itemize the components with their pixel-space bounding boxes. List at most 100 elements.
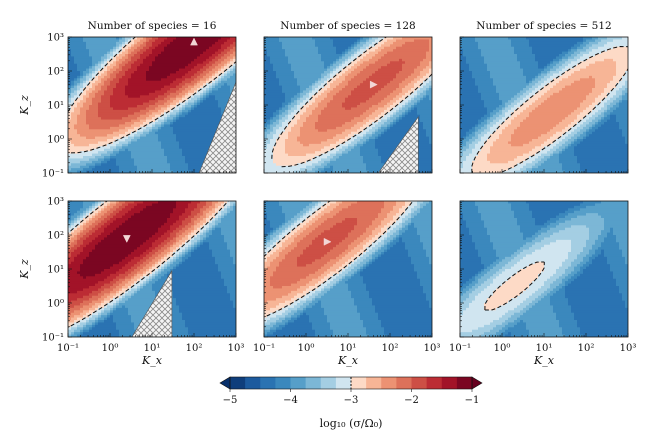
heatmap-cell [68, 85, 72, 89]
heatmap-cell [155, 97, 159, 101]
heatmap-cell [170, 117, 174, 121]
heatmap-cell [113, 58, 117, 62]
heatmap-cell [152, 68, 156, 72]
heatmap-cell [206, 78, 210, 82]
heatmap-cell [309, 165, 313, 169]
heatmap-cell [303, 153, 307, 157]
heatmap-cell [209, 141, 213, 145]
heatmap-cell [116, 97, 120, 101]
heatmap-cell [146, 41, 150, 45]
heatmap-cell [95, 112, 99, 116]
heatmap-cell [185, 160, 189, 164]
heatmap-cell [264, 68, 268, 72]
heatmap-cell [294, 49, 298, 53]
heatmap-cell [291, 170, 295, 173]
heatmap-cell [200, 66, 204, 70]
heatmap-cell [185, 151, 189, 155]
heatmap-cell [221, 39, 225, 43]
heatmap-cell [309, 112, 313, 116]
heatmap-cell [330, 122, 334, 126]
heatmap-cell [357, 90, 361, 94]
heatmap-cell [155, 37, 159, 41]
heatmap-cell [125, 124, 129, 128]
heatmap-cell [360, 141, 364, 145]
heatmap-cell [182, 58, 186, 62]
heatmap-cell [191, 148, 195, 152]
heatmap-cell [191, 143, 195, 147]
heatmap-cell [113, 97, 117, 101]
heatmap-cell [282, 112, 286, 116]
heatmap-cell [348, 63, 352, 67]
heatmap-cell [285, 97, 289, 101]
heatmap-cell [122, 54, 126, 58]
heatmap-cell [173, 168, 177, 172]
heatmap-cell [98, 92, 102, 96]
heatmap-cell [77, 58, 81, 62]
heatmap-cell [276, 105, 280, 109]
heatmap-cell [288, 66, 292, 70]
heatmap-cell [294, 126, 298, 130]
heatmap-cell [306, 71, 310, 75]
heatmap-cell [179, 158, 183, 162]
heatmap-cell [282, 95, 286, 99]
heatmap-cell [146, 46, 150, 50]
heatmap-cell [230, 80, 234, 84]
heatmap-cell [273, 39, 277, 43]
heatmap-cell [158, 71, 162, 75]
heatmap-cell [119, 73, 123, 77]
heatmap-cell [179, 146, 183, 150]
heatmap-cell [116, 107, 120, 111]
heatmap-cell [74, 75, 78, 79]
heatmap-cell [212, 51, 216, 55]
heatmap-cell [176, 139, 180, 143]
heatmap-cell [309, 170, 313, 173]
heatmap-cell [351, 151, 355, 155]
heatmap-cell [221, 109, 225, 113]
heatmap-cell [264, 85, 268, 89]
heatmap-cell [200, 75, 204, 79]
heatmap-cell [215, 63, 219, 67]
heatmap-cell [330, 80, 334, 84]
heatmap-cell [191, 71, 195, 75]
heatmap-cell [321, 156, 325, 160]
heatmap-cell [273, 117, 277, 121]
heatmap-cell [354, 163, 358, 167]
heatmap-cell [119, 80, 123, 84]
heatmap-cell [86, 54, 90, 58]
heatmap-cell [285, 151, 289, 155]
heatmap-cell [149, 170, 153, 173]
heatmap-cell [137, 105, 141, 109]
heatmap-cell [212, 112, 216, 116]
heatmap-cell [291, 97, 295, 101]
heatmap-cell [98, 136, 102, 140]
heatmap-cell [339, 90, 343, 94]
heatmap-cell [209, 88, 213, 92]
heatmap-cell [218, 56, 222, 60]
heatmap-cell [101, 66, 105, 70]
heatmap-cell [131, 143, 135, 147]
heatmap-cell [276, 95, 280, 99]
heatmap-cell [131, 126, 135, 130]
heatmap-cell [345, 131, 349, 135]
heatmap-cell [330, 39, 334, 43]
heatmap-cell [218, 41, 222, 45]
heatmap-cell [161, 54, 165, 58]
heatmap-cell [131, 146, 135, 150]
heatmap-cell [351, 61, 355, 65]
heatmap-cell [197, 141, 201, 145]
heatmap-cell [128, 129, 132, 133]
heatmap-cell [95, 170, 99, 173]
heatmap-cell [149, 83, 153, 87]
heatmap-cell [279, 83, 283, 87]
heatmap-cell [360, 97, 364, 101]
heatmap-cell [77, 95, 81, 99]
heatmap-cell [167, 88, 171, 92]
heatmap-cell [318, 112, 322, 116]
heatmap-cell [306, 102, 310, 106]
heatmap-cell [116, 117, 120, 121]
heatmap-cell [333, 139, 337, 143]
heatmap-cell [360, 75, 364, 79]
heatmap-cell [116, 66, 120, 70]
heatmap-cell [342, 134, 346, 138]
heatmap-cell [327, 134, 331, 138]
